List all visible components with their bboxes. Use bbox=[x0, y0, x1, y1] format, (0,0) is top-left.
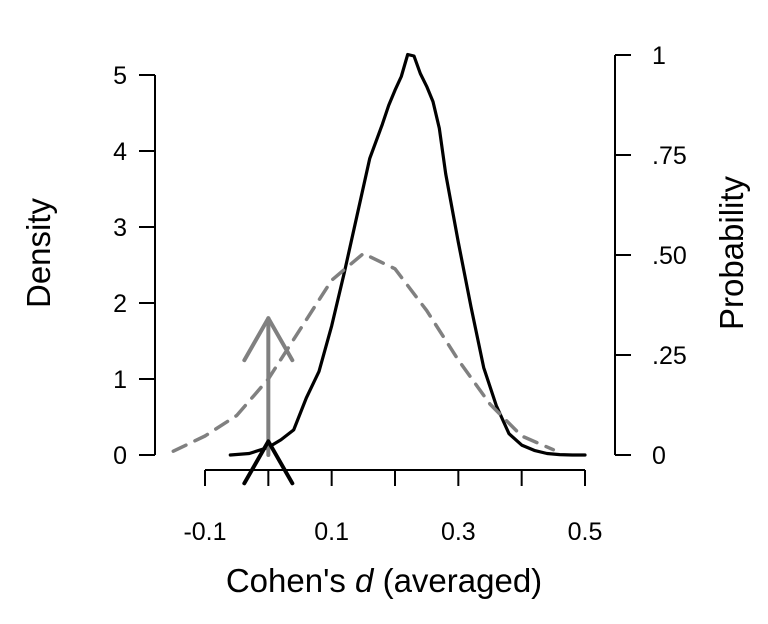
posterior-curve bbox=[228, 52, 587, 457]
prior-arrow-head bbox=[242, 316, 295, 363]
right-tick-label: .50 bbox=[652, 242, 687, 270]
x-tick-label: -0.1 bbox=[183, 518, 226, 546]
x-tick-label: 0.5 bbox=[568, 518, 603, 546]
left-axis-title: Density bbox=[20, 197, 57, 308]
tick-layer: -0.1 0.1 0.3 0.5 0 1 2 3 4 5 0 .25 .50 .75 1 bbox=[113, 42, 687, 546]
series-layer bbox=[171, 52, 587, 457]
x-tick-label: 0.3 bbox=[441, 518, 476, 546]
prior-curve bbox=[171, 251, 556, 453]
prior-arrow bbox=[242, 316, 295, 457]
x-axis-title: Cohen's d (averaged) bbox=[226, 562, 542, 599]
x-axis-title-prefix: Cohen's bbox=[226, 562, 355, 599]
left-tick-label: 5 bbox=[113, 62, 127, 90]
right-tick-label: .75 bbox=[652, 142, 687, 170]
left-tick-label: 4 bbox=[113, 138, 127, 166]
left-tick-label: 0 bbox=[113, 442, 127, 470]
x-axis-title-variable: d bbox=[355, 562, 375, 599]
x-tick-label: 0.1 bbox=[314, 518, 349, 546]
arrow-layer bbox=[242, 316, 295, 486]
left-tick-label: 1 bbox=[113, 366, 127, 394]
left-tick-label: 2 bbox=[113, 290, 127, 318]
right-tick-label: 0 bbox=[652, 442, 666, 470]
left-tick-label: 3 bbox=[113, 214, 127, 242]
right-axis-title: Probability bbox=[713, 175, 750, 330]
x-axis-title-suffix: (averaged) bbox=[373, 562, 542, 599]
right-tick-label: 1 bbox=[652, 42, 666, 70]
right-tick-label: .25 bbox=[652, 342, 687, 370]
